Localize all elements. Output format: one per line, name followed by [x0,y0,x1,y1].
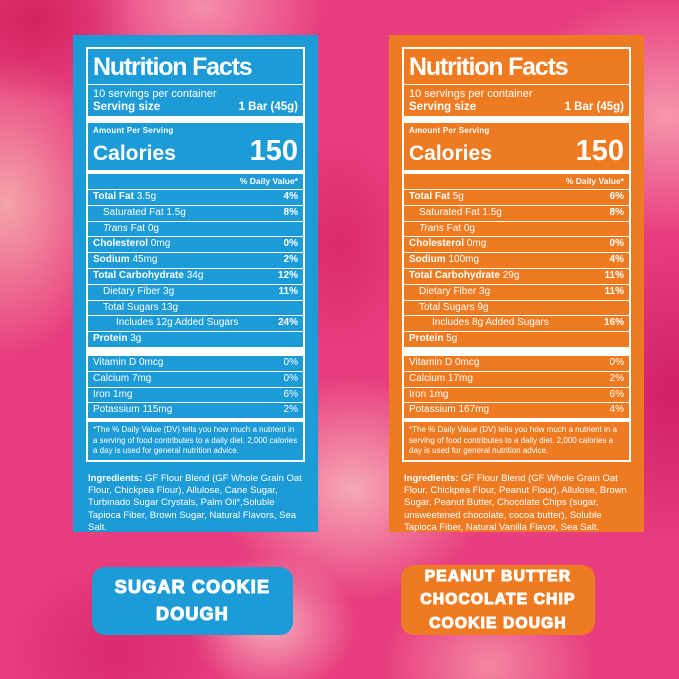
calories-row: Calories 150 [404,135,629,170]
nutrition-facts-box: Nutrition Facts 10 servings per containe… [402,47,631,463]
calories-value: 150 [249,135,298,167]
nutrient-row-total-sugars: Total Sugars 13g [88,299,303,316]
divider-extra-thick [404,346,629,356]
daily-value-footnote: *The % Daily Value (DV) tells you how mu… [93,425,298,455]
calories-label: Calories [93,142,176,165]
calories-label: Calories [409,142,492,165]
daily-value-header: % Daily Value* [565,176,624,186]
nutrition-facts-title: Nutrition Facts [88,52,303,85]
serving-size-row: Serving size 1 Bar (45g) [88,100,303,116]
amount-per-serving-label: Amount Per Serving [93,126,174,135]
nutrient-row-total-carbohydrate: Total Carbohydrate 34g 12% [88,267,303,284]
serving-size-label: Serving size [409,101,477,113]
vitamin-row-potassium: Potassium 115mg 2% [88,402,303,418]
divider-medium [88,170,303,174]
vitamin-row-vitamin-d: Vitamin D 0mcg 0% [93,356,298,368]
servings-per-container: 10 servings per container [93,88,217,100]
nutrient-row-total-fat: Total Fat 5g 6% [404,189,629,205]
nutrient-row-protein: Protein 5g [404,331,629,347]
nutrient-row-dietary-fiber: Dietary Fiber 3g 11% [88,283,303,300]
flavor-badge-line: PEANUT BUTTER [424,568,572,586]
serving-size-value: 1 Bar (45g) [238,101,298,113]
nutrient-row-trans-fat: Trans Fat 0g [404,220,629,237]
nutrient-row-added-sugars: Includes 8g Added Sugars 16% [404,315,629,331]
serving-size-row: Serving size 1 Bar (45g) [404,100,629,116]
nutrient-row-sodium: Sodium 100mg 4% [404,252,629,268]
nutrient-row-protein: Protein 3g [88,331,303,347]
nutrient-row-total-sugars: Total Sugars 9g [404,299,629,316]
divider-thick [404,116,629,123]
divider-medium [404,418,629,423]
vitamin-row-calcium: Calcium 17mg 2% [404,370,629,387]
vitamin-row-iron: Iron 1mg 6% [404,386,629,403]
servings-per-container: 10 servings per container [409,88,533,100]
nutrient-row-cholesterol: Cholesterol 0mg 0% [404,236,629,252]
flavor-badge-line: CHOCOLATE CHIP [420,591,576,609]
daily-value-footnote: *The % Daily Value (DV) tells you how mu… [409,425,617,455]
nutrient-row-trans-fat: Trans Fat 0g [88,220,303,237]
nutrient-row-added-sugars: Includes 12g Added Sugars 24% [88,315,303,331]
ingredients-section: Ingredients: GF Flour Blend (GF Whole Gr… [88,473,303,532]
flavor-badge-peanut-butter-chocolate-chip: PEANUT BUTTER CHOCOLATE CHIP COOKIE DOUG… [401,565,595,635]
divider-thick [88,116,303,123]
vitamin-row-vitamin-d: Vitamin D 0mcg 0% [409,356,624,368]
serving-size-label: Serving size [93,101,161,113]
divider-medium [88,418,303,423]
vitamin-row-calcium: Calcium 7mg 0% [88,370,303,387]
calories-row: Calories 150 [88,135,303,170]
vitamin-row-iron: Iron 1mg 6% [88,386,303,403]
ingredients-text: Ingredients: GF Flour Blend (GF Whole Gr… [88,473,302,532]
nutrient-row-saturated-fat: Saturated Fat 1.5g 8% [404,204,629,221]
flavor-badge-line: SUGAR COOKIE [114,576,271,597]
ingredients-section: Ingredients: GF Flour Blend (GF Whole Gr… [404,473,629,532]
nutrition-label-sugar-cookie-dough: Nutrition Facts 10 servings per containe… [73,35,318,532]
flavor-badge-line: COOKIE DOUGH [429,614,567,632]
ingredients-text: Ingredients: GF Flour Blend (GF Whole Gr… [404,473,627,532]
nutrient-row-dietary-fiber: Dietary Fiber 3g 11% [404,283,629,300]
nutrient-row-cholesterol: Cholesterol 0mg 0% [88,236,303,252]
divider-extra-thick [88,346,303,356]
nutrient-row-saturated-fat: Saturated Fat 1.5g 8% [88,204,303,221]
daily-value-header: % Daily Value* [239,176,298,186]
nutrition-facts-title: Nutrition Facts [404,52,629,85]
nutrient-row-sodium: Sodium 45mg 2% [88,252,303,268]
serving-size-value: 1 Bar (45g) [564,101,624,113]
flavor-badge-line: DOUGH [155,603,229,624]
nutrient-row-total-carbohydrate: Total Carbohydrate 29g 11% [404,267,629,284]
amount-per-serving-label: Amount Per Serving [409,126,490,135]
vitamin-row-potassium: Potassium 167mg 4% [404,402,629,418]
flavor-badge-sugar-cookie-dough: SUGAR COOKIE DOUGH [92,567,293,635]
nutrient-row-total-fat: Total Fat 3.5g 4% [88,189,303,205]
nutrition-facts-box: Nutrition Facts 10 servings per containe… [86,47,305,463]
calories-value: 150 [575,135,624,167]
nutrition-label-peanut-butter-chocolate-chip: Nutrition Facts 10 servings per containe… [389,35,644,532]
divider-medium [404,170,629,174]
